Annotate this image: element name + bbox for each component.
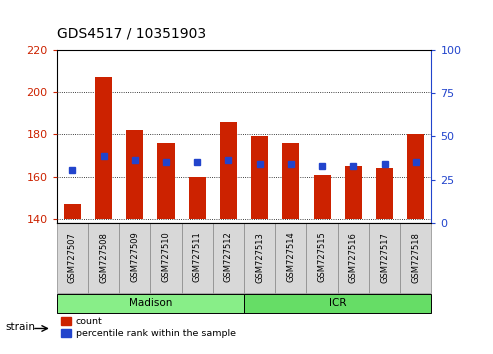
- Legend: count, percentile rank within the sample: count, percentile rank within the sample: [62, 317, 236, 338]
- Bar: [369, 223, 400, 293]
- Text: GSM727512: GSM727512: [224, 232, 233, 282]
- Bar: [150, 223, 181, 293]
- Bar: [157, 143, 175, 219]
- Bar: [314, 175, 331, 219]
- Text: GSM727518: GSM727518: [411, 232, 420, 282]
- Bar: [64, 204, 81, 219]
- Bar: [376, 168, 393, 219]
- Bar: [244, 223, 275, 293]
- Bar: [95, 77, 112, 219]
- Text: GSM727513: GSM727513: [255, 232, 264, 282]
- Bar: [400, 223, 431, 293]
- Text: GSM727510: GSM727510: [162, 232, 171, 282]
- Bar: [57, 294, 244, 313]
- Text: GSM727515: GSM727515: [317, 232, 326, 282]
- Text: Madison: Madison: [129, 298, 172, 308]
- Bar: [338, 223, 369, 293]
- Text: GSM727508: GSM727508: [99, 232, 108, 282]
- Text: GDS4517 / 10351903: GDS4517 / 10351903: [57, 27, 206, 41]
- Bar: [126, 130, 143, 219]
- Bar: [181, 223, 213, 293]
- Bar: [213, 223, 244, 293]
- Bar: [220, 122, 237, 219]
- Text: GSM727516: GSM727516: [349, 232, 358, 282]
- Text: GSM727509: GSM727509: [130, 232, 139, 282]
- Bar: [189, 177, 206, 219]
- Bar: [251, 137, 268, 219]
- Bar: [282, 143, 299, 219]
- Text: strain: strain: [5, 322, 35, 332]
- Text: GSM727517: GSM727517: [380, 232, 389, 282]
- Bar: [275, 223, 307, 293]
- Bar: [88, 223, 119, 293]
- Bar: [307, 223, 338, 293]
- Text: GSM727514: GSM727514: [286, 232, 295, 282]
- Text: ICR: ICR: [329, 298, 347, 308]
- Bar: [345, 166, 362, 219]
- Text: GSM727511: GSM727511: [193, 232, 202, 282]
- Bar: [407, 135, 424, 219]
- Bar: [244, 294, 431, 313]
- Bar: [119, 223, 150, 293]
- Bar: [57, 223, 88, 293]
- Text: GSM727507: GSM727507: [68, 232, 77, 282]
